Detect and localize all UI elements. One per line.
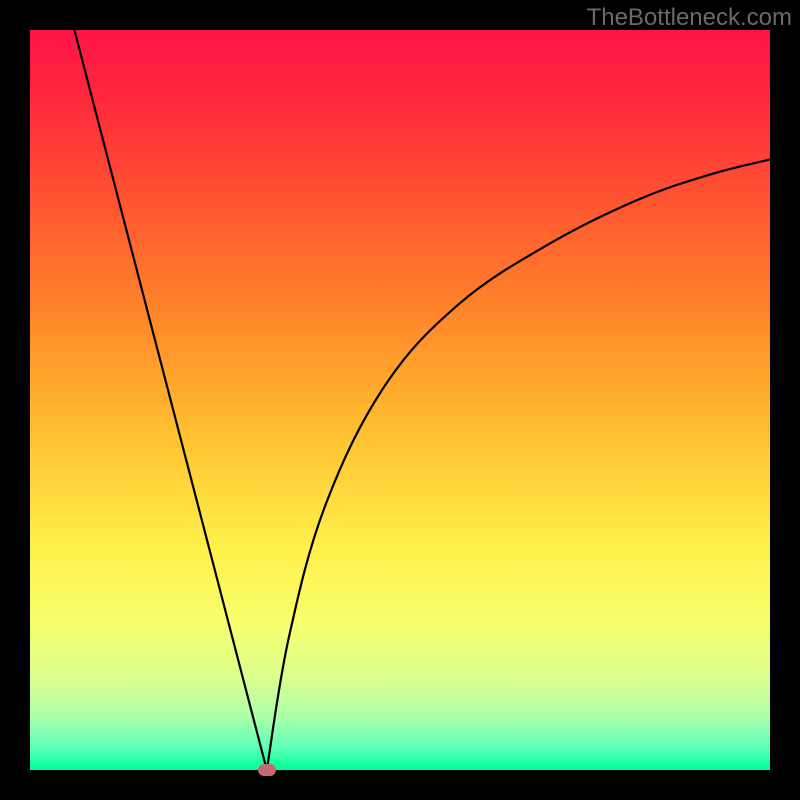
chart-plot-area <box>30 30 770 770</box>
gradient-background <box>30 30 770 770</box>
bottleneck-curve <box>30 30 770 770</box>
watermark-text: TheBottleneck.com <box>587 4 792 32</box>
optimum-marker <box>258 764 276 776</box>
